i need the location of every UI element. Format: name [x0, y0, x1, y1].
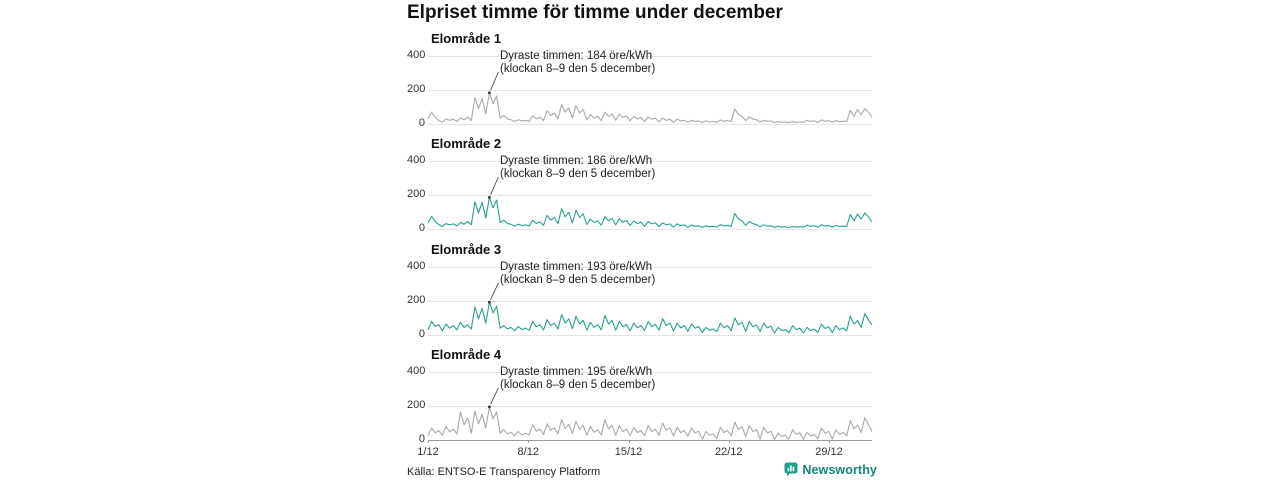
plot-area — [427, 266, 873, 336]
price-line — [427, 301, 873, 334]
gridline-400 — [428, 266, 872, 268]
price-line — [427, 92, 873, 124]
chart-panel: Elområde 4 400 200 0 Dyraste timmen: 195… — [407, 346, 877, 458]
y-tick-label: 0 — [418, 117, 425, 129]
gridline-200 — [428, 405, 872, 407]
peak-annotation-line2: (klockan 8–9 den 5 december) — [500, 63, 656, 75]
figure: Elpriset timme för timme under december … — [407, 0, 877, 480]
gridline-200 — [428, 195, 872, 197]
x-tick-mark — [528, 439, 530, 443]
chart-panel: Elområde 1 400 200 0 Dyraste timmen: 184… — [407, 31, 877, 133]
newsworthy-wordmark: Newsworthy — [802, 462, 877, 477]
chart-panel: Elområde 2 400 200 0 Dyraste timmen: 186… — [407, 136, 877, 238]
newsworthy-chart-bubble-icon — [784, 462, 798, 477]
annotation-arrow — [490, 177, 499, 196]
chart-panel: Elområde 3 400 200 0 Dyraste timmen: 193… — [407, 242, 877, 344]
plot-area — [427, 56, 873, 125]
x-tick-label: 1/12 — [417, 445, 439, 458]
price-line-svg — [427, 177, 873, 229]
panel-title: Elområde 1 — [431, 31, 502, 46]
price-line-svg — [427, 282, 873, 334]
peak-dot — [487, 91, 491, 95]
price-line-svg — [427, 387, 873, 440]
y-tick-label: 400 — [407, 49, 426, 61]
x-tick-label: 22/12 — [715, 445, 743, 458]
peak-annotation: Dyraste timmen: 195 öre/kWh (klockan 8–9… — [500, 366, 655, 392]
y-tick-label: 200 — [407, 293, 426, 306]
peak-dot — [487, 405, 491, 409]
annotation-arrow — [490, 387, 499, 405]
gridline-200 — [428, 90, 872, 91]
x-tick-label: 8/12 — [517, 445, 539, 458]
x-tick-mark — [628, 439, 630, 443]
price-line — [427, 197, 873, 229]
y-tick-label: 400 — [407, 154, 426, 167]
peak-annotation-line1: Dyraste timmen: 186 öre/kWh — [500, 155, 653, 168]
y-tick-label: 400 — [407, 259, 426, 272]
gridline-200 — [428, 300, 872, 302]
chart-title: Elpriset timme för timme under december — [407, 2, 783, 23]
y-tick-label: 400 — [407, 364, 426, 377]
gridline-400 — [428, 161, 872, 163]
source-note: Källa: ENTSO-E Transparency Platform — [407, 466, 601, 478]
gridline-400 — [428, 56, 872, 57]
plot-area — [427, 161, 873, 231]
x-tick-mark — [728, 439, 730, 443]
peak-annotation: Dyraste timmen: 193 öre/kWh (klockan 8–9… — [500, 261, 655, 287]
peak-annotation: Dyraste timmen: 186 öre/kWh (klockan 8–9… — [500, 155, 655, 181]
price-line — [427, 406, 873, 440]
x-tick-mark — [428, 439, 429, 443]
y-tick-label: 0 — [418, 222, 425, 235]
y-tick-label: 0 — [418, 327, 425, 340]
x-tick-label: 15/12 — [614, 445, 643, 458]
y-tick-label: 0 — [418, 432, 425, 445]
gridline-0 — [428, 439, 872, 441]
annotation-arrow — [490, 71, 499, 91]
plot-area — [427, 371, 873, 441]
peak-annotation-line2: (klockan 8–9 den 5 december) — [500, 273, 656, 286]
y-tick-label: 200 — [407, 83, 426, 95]
panel-title: Elområde 3 — [431, 241, 502, 257]
peak-dot — [487, 196, 491, 200]
annotation-arrow — [490, 282, 499, 300]
y-tick-label: 200 — [407, 398, 426, 411]
peak-annotation: Dyraste timmen: 184 öre/kWh (klockan 8–9… — [500, 50, 655, 76]
price-line-svg — [427, 71, 873, 124]
y-tick-label: 200 — [407, 188, 426, 201]
peak-annotation-line1: Dyraste timmen: 195 öre/kWh — [500, 365, 653, 378]
peak-annotation-line1: Dyraste timmen: 184 öre/kWh — [500, 50, 653, 62]
gridline-0 — [428, 124, 872, 125]
peak-annotation-line1: Dyraste timmen: 193 öre/kWh — [500, 260, 653, 273]
gridline-400 — [428, 371, 872, 373]
x-tick-label: 29/12 — [815, 445, 843, 458]
newsworthy-logo: Newsworthy — [784, 462, 877, 477]
gridline-0 — [428, 229, 872, 231]
panel-title: Elområde 4 — [431, 346, 502, 362]
panel-title: Elområde 2 — [431, 136, 502, 152]
x-tick-mark — [829, 439, 831, 443]
peak-annotation-line2: (klockan 8–9 den 5 december) — [500, 378, 656, 391]
peak-dot — [487, 300, 491, 304]
gridline-0 — [428, 334, 872, 336]
peak-annotation-line2: (klockan 8–9 den 5 december) — [500, 168, 656, 181]
